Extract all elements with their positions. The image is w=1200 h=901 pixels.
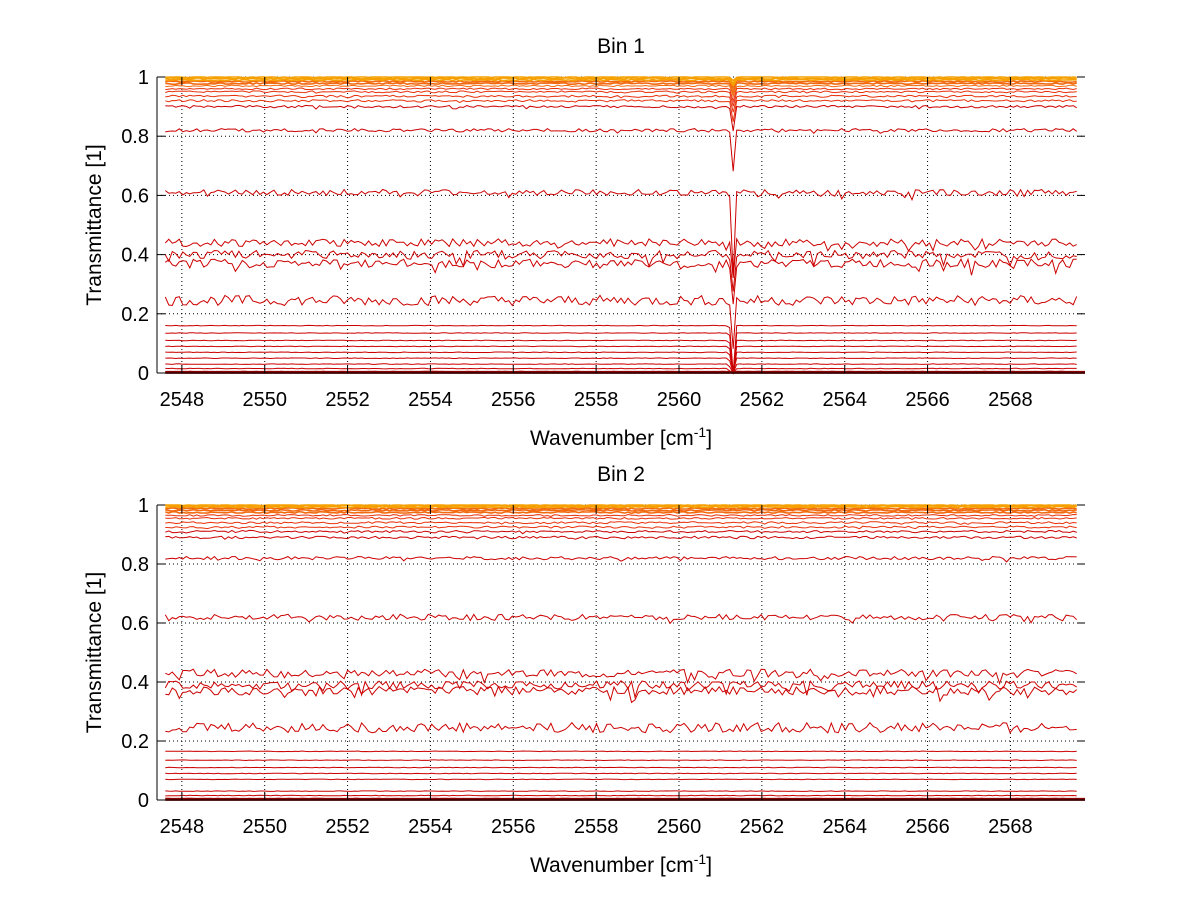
series-line <box>165 778 1077 781</box>
x-tick-label: 2550 <box>242 816 287 838</box>
x-tick-label: 2548 <box>160 389 205 411</box>
x-tick-label: 2564 <box>822 389 867 411</box>
x-tick-label: 2554 <box>408 816 453 838</box>
series-line <box>165 555 1077 563</box>
x-axis-label: Wavenumber [cm-1] <box>530 424 712 450</box>
y-tick-label: 0.2 <box>121 731 149 753</box>
series-line <box>165 367 1077 374</box>
series-line <box>165 790 1077 792</box>
series-line <box>165 507 1077 511</box>
y-axis-label: Transmittance [1] <box>83 144 106 305</box>
x-tick-label: 2566 <box>905 816 950 838</box>
series-line <box>165 529 1077 535</box>
series-line <box>165 504 1077 507</box>
y-tick-label: 0.8 <box>121 554 149 576</box>
y-tick-label: 0.4 <box>121 245 149 267</box>
series-line <box>165 516 1077 520</box>
x-tick-label: 2558 <box>574 816 619 838</box>
series-line <box>165 535 1077 540</box>
series-line <box>165 685 1078 704</box>
x-tick-label: 2556 <box>491 816 536 838</box>
x-tick-label: 2564 <box>822 816 867 838</box>
series-line <box>165 332 1077 374</box>
series-line <box>165 78 1077 88</box>
x-tick-label: 2558 <box>574 389 619 411</box>
plot-area <box>157 505 1085 800</box>
series-line <box>165 357 1077 375</box>
series-line <box>165 87 1077 104</box>
y-tick-label: 1 <box>138 495 149 517</box>
series-line <box>164 237 1077 278</box>
series-line <box>165 759 1077 762</box>
series-line <box>165 772 1077 775</box>
x-tick-label: 2548 <box>160 816 205 838</box>
series-line <box>165 81 1077 95</box>
series-line <box>165 525 1077 530</box>
series-line <box>165 257 1077 305</box>
series-line <box>165 188 1077 276</box>
series-line <box>165 521 1077 525</box>
series-line <box>165 127 1077 172</box>
chart-panel-1: 2548 2550 2552 2554 2556 2558 2560 2562 2564 2566… <box>83 35 1085 450</box>
series-line <box>165 345 1077 374</box>
y-axis-label: Transmittance [1] <box>83 572 106 733</box>
series-line <box>165 513 1077 518</box>
x-tick-label: 2556 <box>491 389 536 411</box>
y-tick-label: 0.4 <box>121 672 149 694</box>
x-tick-label: 2550 <box>242 389 287 411</box>
y-tick-label: 0.6 <box>121 613 149 635</box>
x-tick-label: 2562 <box>740 816 785 838</box>
series-line <box>165 94 1077 113</box>
x-tick-label: 2554 <box>408 389 453 411</box>
series-line <box>164 679 1077 700</box>
series-line <box>165 104 1077 132</box>
series-line <box>165 508 1077 512</box>
y-tick-label: 0.2 <box>121 304 149 326</box>
series-line <box>165 99 1077 122</box>
chart-panel-2: 2548 2550 2552 2554 2556 2558 2560 2562 2564 2566… <box>83 463 1085 877</box>
series-line <box>165 668 1077 686</box>
series-line <box>165 766 1077 769</box>
y-tick-label: 0.6 <box>121 185 149 207</box>
chart-title: Bin 1 <box>597 35 645 58</box>
series-line <box>165 90 1077 107</box>
x-tick-label: 2566 <box>905 389 950 411</box>
series-line <box>164 249 1077 292</box>
series-line <box>165 351 1077 374</box>
plot-area <box>157 77 1085 373</box>
y-tick-label: 0 <box>138 363 149 385</box>
series-line <box>165 721 1077 734</box>
series-line <box>165 750 1077 753</box>
x-tick-label: 2568 <box>988 816 1033 838</box>
y-tick-label: 1 <box>138 67 149 89</box>
x-tick-label: 2560 <box>657 389 702 411</box>
x-tick-label: 2560 <box>657 816 702 838</box>
y-tick-label: 0.8 <box>121 126 149 148</box>
series-line <box>164 613 1078 625</box>
x-tick-label: 2552 <box>325 816 370 838</box>
series-line <box>165 363 1077 375</box>
series-line <box>165 77 1077 85</box>
series-line <box>165 339 1077 374</box>
x-tick-label: 2552 <box>325 389 370 411</box>
series-line <box>165 324 1077 374</box>
chart-title: Bin 2 <box>597 463 645 486</box>
x-axis-label: Wavenumber [cm-1] <box>530 851 712 877</box>
series-line <box>165 84 1077 98</box>
x-tick-label: 2562 <box>740 389 785 411</box>
series-line <box>165 76 1077 82</box>
series-line <box>165 79 1077 90</box>
series-line <box>164 294 1078 349</box>
x-tick-label: 2568 <box>988 389 1033 411</box>
series-line <box>165 510 1077 515</box>
series-line <box>165 794 1077 797</box>
y-tick-label: 0 <box>138 790 149 812</box>
